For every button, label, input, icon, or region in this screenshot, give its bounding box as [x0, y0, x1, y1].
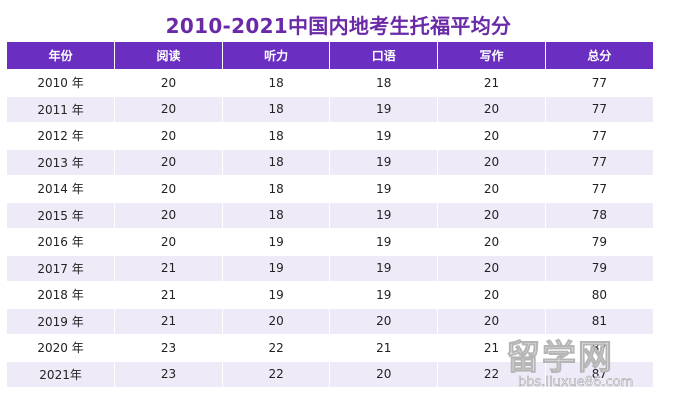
- cell-total: 87: [545, 334, 653, 361]
- cell-listening: 18: [222, 95, 331, 123]
- cell-year: 2011 年: [7, 95, 116, 123]
- cell-writing: 20: [437, 281, 546, 308]
- cell-year: 2013 年: [7, 148, 116, 176]
- cell-speaking: 19: [329, 254, 439, 282]
- table-header-row: 年份 阅读 听力 口语 写作 总分: [7, 42, 653, 70]
- cell-writing: 20: [437, 122, 546, 149]
- cell-listening: 19: [222, 254, 331, 282]
- column-header-year: 年份: [7, 42, 116, 70]
- cell-total: 81: [545, 307, 653, 335]
- cell-writing: 20: [437, 95, 546, 123]
- cell-writing: 20: [437, 201, 546, 229]
- cell-total: 77: [545, 148, 653, 176]
- column-header-reading: 阅读: [114, 42, 223, 70]
- cell-listening: 18: [222, 69, 331, 96]
- table-row: 2020 年 23 22 21 21 87: [7, 334, 653, 361]
- cell-year: 2014 年: [7, 175, 116, 202]
- cell-writing: 21: [437, 69, 546, 96]
- table-row: 2012 年 20 18 19 20 77: [7, 122, 653, 149]
- cell-speaking: 19: [329, 201, 439, 229]
- column-header-writing: 写作: [437, 42, 546, 70]
- cell-listening: 18: [222, 201, 331, 229]
- cell-reading: 23: [114, 334, 223, 361]
- cell-reading: 20: [114, 69, 223, 96]
- cell-total: 87: [545, 360, 653, 387]
- cell-speaking: 19: [329, 175, 439, 202]
- cell-writing: 20: [437, 307, 546, 335]
- table-row: 2013 年 20 18 19 20 77: [7, 148, 653, 176]
- cell-reading: 20: [114, 122, 223, 149]
- cell-writing: 20: [437, 148, 546, 176]
- cell-total: 79: [545, 228, 653, 255]
- cell-year: 2017 年: [7, 254, 116, 282]
- table-row: 2016 年 20 19 19 20 79: [7, 228, 653, 255]
- table-row: 2010 年 20 18 18 21 77: [7, 69, 653, 96]
- table-row: 2017 年 21 19 19 20 79: [7, 254, 653, 282]
- cell-year: 2020 年: [7, 334, 116, 361]
- cell-reading: 20: [114, 95, 223, 123]
- cell-year: 2015 年: [7, 201, 116, 229]
- page-title: 2010-2021中国内地考生托福平均分: [165, 14, 512, 38]
- cell-speaking: 20: [329, 307, 439, 335]
- cell-reading: 20: [114, 228, 223, 255]
- cell-writing: 20: [437, 175, 546, 202]
- cell-writing: 21: [437, 334, 546, 361]
- cell-speaking: 19: [329, 228, 439, 255]
- cell-reading: 21: [114, 281, 223, 308]
- cell-reading: 21: [114, 254, 223, 282]
- cell-listening: 22: [222, 334, 331, 361]
- cell-speaking: 19: [329, 95, 439, 123]
- table-row: 2011 年 20 18 19 20 77: [7, 95, 653, 123]
- toefl-scores-table: 年份 阅读 听力 口语 写作 总分 2010 年 20 18 18 21 77 2011 年…: [7, 42, 653, 387]
- cell-total: 79: [545, 254, 653, 282]
- cell-total: 77: [545, 175, 653, 202]
- cell-year: 2019 年: [7, 307, 116, 335]
- cell-listening: 20: [222, 307, 331, 335]
- table-row: 2018 年 21 19 19 20 80: [7, 281, 653, 308]
- column-header-listening: 听力: [222, 42, 331, 70]
- cell-reading: 20: [114, 148, 223, 176]
- cell-listening: 18: [222, 148, 331, 176]
- cell-listening: 19: [222, 281, 331, 308]
- cell-reading: 23: [114, 360, 223, 387]
- column-header-speaking: 口语: [329, 42, 439, 70]
- table-row: 2021年 23 22 20 22 87: [7, 360, 653, 387]
- cell-reading: 20: [114, 175, 223, 202]
- cell-speaking: 21: [329, 334, 439, 361]
- cell-reading: 20: [114, 201, 223, 229]
- cell-year: 2010 年: [7, 69, 116, 96]
- cell-listening: 18: [222, 175, 331, 202]
- cell-listening: 18: [222, 122, 331, 149]
- cell-listening: 19: [222, 228, 331, 255]
- cell-year: 2018 年: [7, 281, 116, 308]
- cell-writing: 22: [437, 360, 546, 387]
- cell-listening: 22: [222, 360, 331, 387]
- cell-writing: 20: [437, 228, 546, 255]
- cell-year: 2021年: [7, 360, 116, 387]
- column-header-total: 总分: [545, 42, 653, 70]
- cell-speaking: 20: [329, 360, 439, 387]
- cell-total: 78: [545, 201, 653, 229]
- cell-year: 2012 年: [7, 122, 116, 149]
- table-row: 2014 年 20 18 19 20 77: [7, 175, 653, 202]
- cell-total: 77: [545, 69, 653, 96]
- cell-total: 80: [545, 281, 653, 308]
- cell-speaking: 19: [329, 122, 439, 149]
- cell-speaking: 19: [329, 281, 439, 308]
- cell-total: 77: [545, 122, 653, 149]
- cell-speaking: 19: [329, 148, 439, 176]
- cell-writing: 20: [437, 254, 546, 282]
- table-row: 2015 年 20 18 19 20 78: [7, 201, 653, 229]
- cell-year: 2016 年: [7, 228, 116, 255]
- cell-reading: 21: [114, 307, 223, 335]
- table-row: 2019 年 21 20 20 20 81: [7, 307, 653, 335]
- cell-total: 77: [545, 95, 653, 123]
- cell-speaking: 18: [329, 69, 439, 96]
